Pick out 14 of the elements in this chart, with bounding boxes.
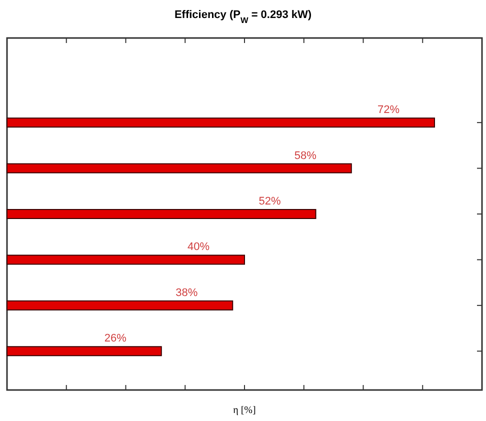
bar (6, 163, 352, 174)
bar (6, 300, 234, 310)
x-axis-title: η [%] (233, 405, 256, 416)
chart-title: Efficiency (P$_{W}$ = 0.293 kW) (174, 9, 312, 24)
data-label: 40% (187, 241, 210, 254)
bar (6, 118, 435, 128)
data-label: 26% (104, 332, 127, 345)
data-label: 52% (258, 196, 281, 208)
data-label: 58% (294, 150, 317, 162)
bar (6, 209, 316, 219)
data-label: 38% (176, 286, 198, 299)
data-label: 72% (377, 104, 400, 116)
bar (6, 346, 162, 356)
bar (6, 254, 245, 265)
